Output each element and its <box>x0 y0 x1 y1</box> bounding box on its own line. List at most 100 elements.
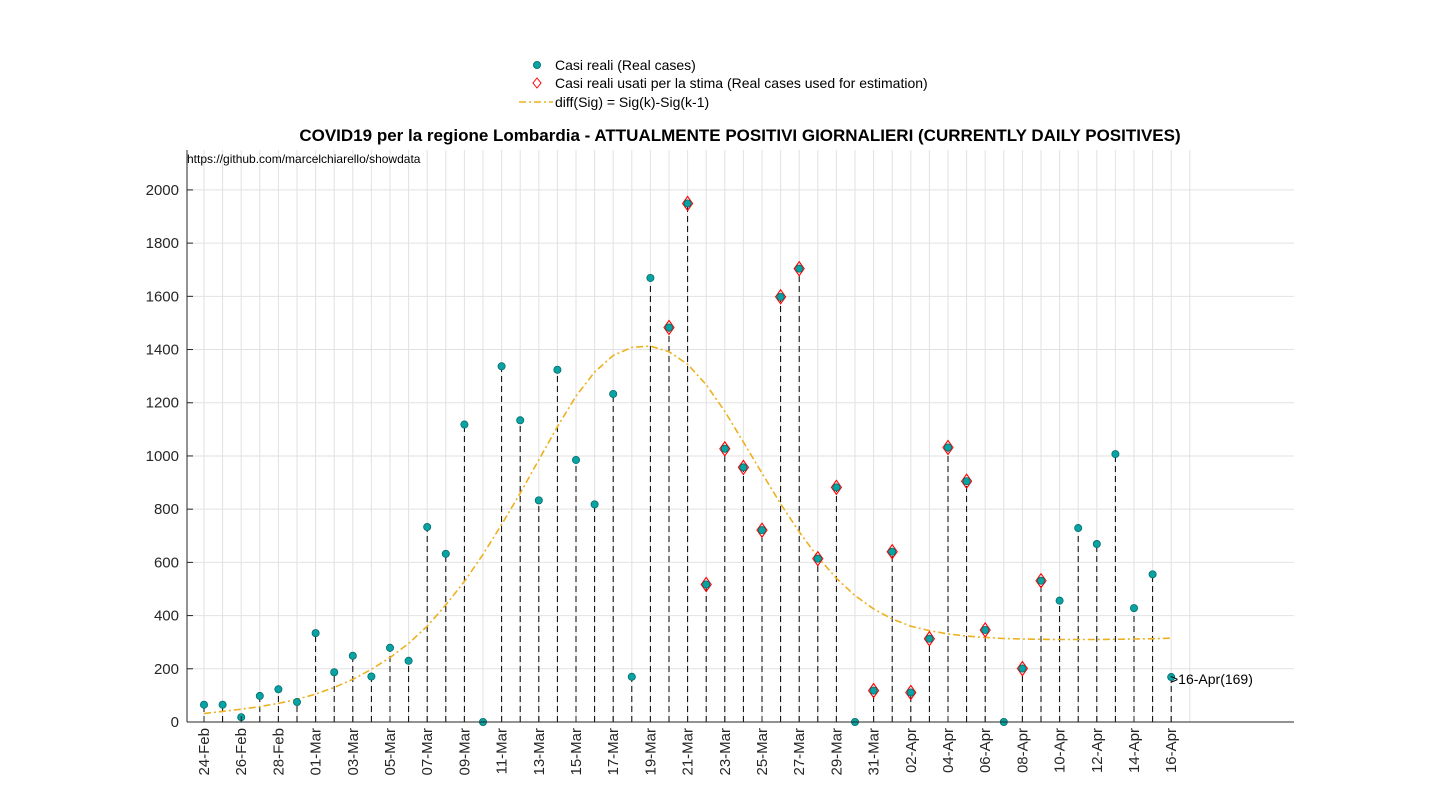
estimation-marker <box>1016 660 1029 677</box>
legend-label: diff(Sig) = Sig(k)-Sig(k-1) <box>555 94 709 110</box>
x-tick-label: 05-Mar <box>382 728 399 776</box>
x-tick-label: 27-Mar <box>791 728 808 776</box>
x-tick-label: 24-Feb <box>196 728 213 776</box>
y-tick-label: 1000 <box>146 448 179 465</box>
y-tick-label: 1800 <box>146 235 179 252</box>
x-tick-label: 08-Apr <box>1014 728 1031 773</box>
y-tick-label: 600 <box>154 554 179 571</box>
legend: Casi reali (Real cases) Casi reali usati … <box>519 57 928 110</box>
x-tick-label: 09-Mar <box>456 728 473 776</box>
x-tick-label: 28-Feb <box>270 728 287 776</box>
real-case-point <box>367 672 376 681</box>
x-tick-label: 11-Mar <box>494 728 511 774</box>
real-case-point <box>274 685 283 694</box>
real-case-point <box>646 273 655 282</box>
points <box>199 195 1176 727</box>
estimation-marker <box>719 440 731 457</box>
legend-marker-estimation <box>532 77 542 89</box>
real-case-point <box>906 688 915 697</box>
real-case-point <box>1148 570 1157 579</box>
x-tick-label: 13-Mar <box>531 728 548 776</box>
source-note: https://github.com/marcelchiarello/showd… <box>187 152 421 166</box>
estimation-marker <box>830 479 843 496</box>
real-case-point <box>385 643 394 652</box>
real-case-point <box>572 455 581 464</box>
chart-title: COVID19 per la regione Lombardia - ATTUA… <box>299 126 1180 145</box>
estimation-marker <box>1035 572 1047 589</box>
real-case-point <box>1092 540 1101 549</box>
legend-label: Casi reali (Real cases) <box>555 57 696 73</box>
real-case-point <box>981 625 990 634</box>
legend-label: Casi reali usati per la stima (Real case… <box>555 75 928 91</box>
y-tick-label: 2000 <box>146 182 179 199</box>
x-tick-label: 31-Mar <box>866 728 883 776</box>
x-tick-label: 03-Mar <box>345 728 362 776</box>
real-case-point <box>330 668 339 677</box>
x-tick-label: 25-Mar <box>754 728 771 776</box>
real-case-point <box>1111 450 1120 459</box>
real-case-point <box>869 686 878 695</box>
estimation-marker <box>737 459 750 476</box>
x-tick-label: 04-Apr <box>940 728 957 773</box>
x-tick-label: 07-Mar <box>419 728 436 776</box>
real-case-point <box>720 444 729 453</box>
x-tick-label: 12-Apr <box>1089 728 1106 773</box>
real-case-point <box>516 416 525 425</box>
x-tick-label: 14-Apr <box>1126 728 1143 773</box>
real-case-point <box>683 199 692 208</box>
real-case-point <box>1074 524 1083 533</box>
y-tick-label: 1200 <box>146 395 179 412</box>
estimation-marker <box>942 439 954 456</box>
x-tick-label: 10-Apr <box>1052 728 1069 773</box>
estimation-marker <box>886 543 898 560</box>
x-tick-label: 06-Apr <box>977 728 994 773</box>
real-case-point <box>218 700 227 709</box>
estimation-marker <box>960 473 973 490</box>
real-case-point <box>795 264 804 273</box>
real-case-point <box>944 443 953 452</box>
real-case-point <box>590 500 599 509</box>
y-tick-label: 1400 <box>146 342 179 359</box>
estimation-marker <box>812 550 824 567</box>
real-case-point <box>888 547 897 556</box>
y-tick-label: 200 <box>154 661 179 678</box>
y-tick-label: 0 <box>171 714 179 731</box>
estimation-marker <box>979 622 991 638</box>
x-tick-label: 29-Mar <box>828 728 845 776</box>
real-case-point <box>497 362 506 371</box>
axes: 0 200 400 600 800 1000 1200 1400 1600 1800 2000 24-… <box>146 150 1294 776</box>
real-case-point <box>832 483 841 492</box>
real-case-point <box>627 672 636 681</box>
real-case-point <box>199 700 208 709</box>
estimation-marker <box>700 576 712 593</box>
stems <box>203 203 1172 722</box>
real-case-point <box>1037 576 1046 585</box>
real-case-point <box>813 554 822 563</box>
real-case-point <box>553 365 562 374</box>
x-tick-label: 01-Mar <box>308 728 325 776</box>
x-tick-label: 23-Mar <box>717 728 734 776</box>
estimation-marker <box>905 684 917 701</box>
estimation-marker <box>793 260 805 277</box>
legend-marker-real <box>533 61 542 70</box>
x-tick-label: 15-Mar <box>568 728 585 776</box>
estimation-marker <box>923 630 936 647</box>
real-case-point <box>702 580 711 589</box>
estimation-marker <box>663 319 675 336</box>
fit-curve-line <box>203 345 1172 715</box>
real-case-point <box>1018 664 1027 673</box>
real-case-point <box>776 292 785 301</box>
real-case-point <box>460 420 469 429</box>
estimation-marker <box>756 522 768 539</box>
y-tick-label: 800 <box>154 501 179 518</box>
real-case-point <box>441 549 450 558</box>
real-case-point <box>962 477 971 486</box>
real-case-point <box>925 634 934 643</box>
estimation-marker <box>681 195 694 212</box>
real-case-point <box>665 323 674 332</box>
estimation-marker <box>774 288 787 305</box>
real-case-point <box>311 629 320 638</box>
last-point-annotation: >16-Apr(169) <box>1170 671 1253 687</box>
x-tick-label: 02-Apr <box>903 728 920 773</box>
fit-curve <box>203 345 1172 715</box>
